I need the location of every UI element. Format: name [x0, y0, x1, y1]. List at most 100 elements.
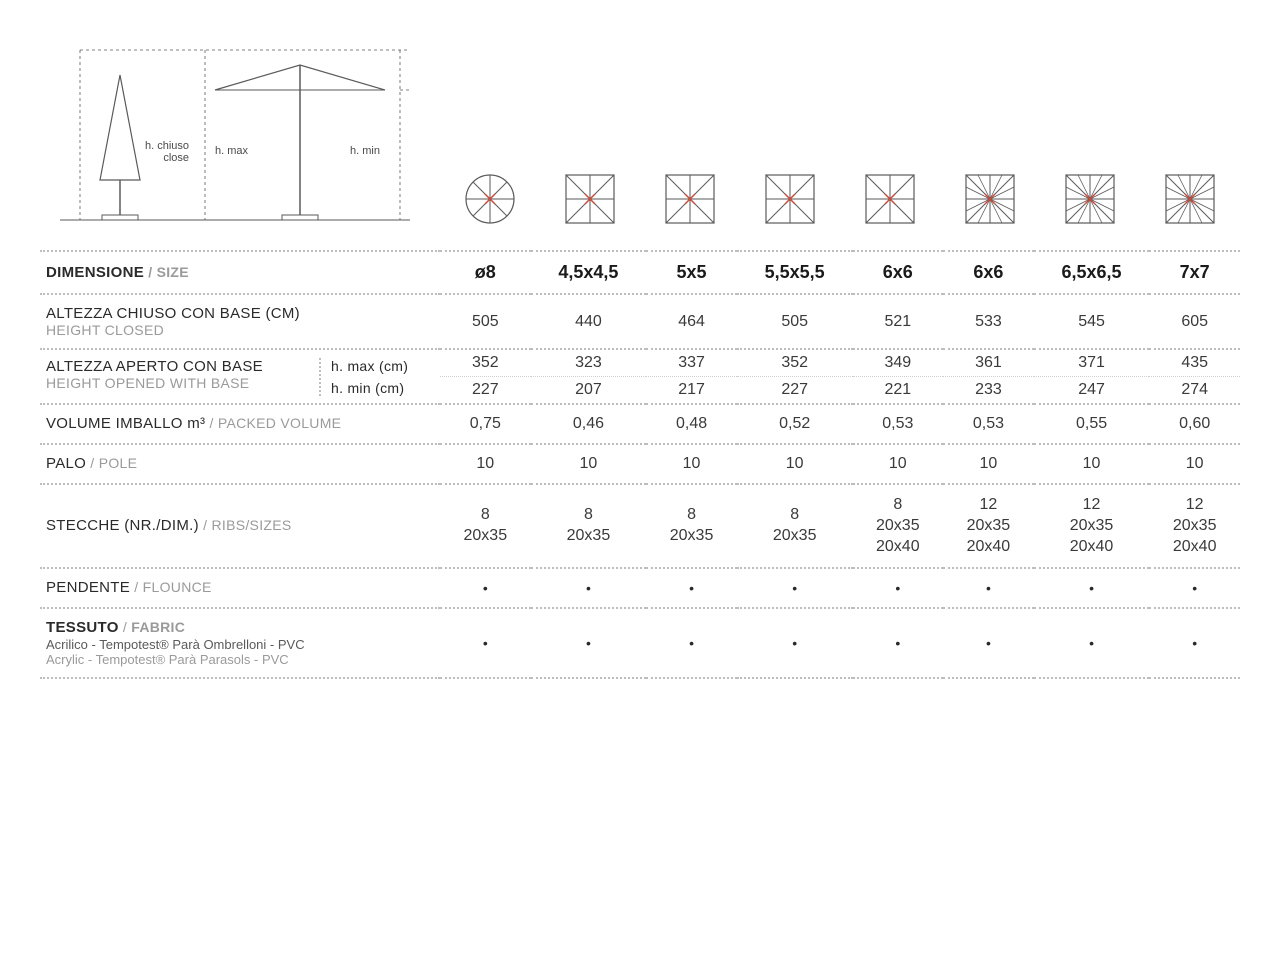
table-cell: •	[853, 568, 944, 608]
table-cell: 10	[1034, 444, 1150, 484]
table-cell: •	[440, 608, 531, 678]
label-h-min: h. min	[350, 145, 380, 157]
ribs-cell-5: 1220x3520x40	[943, 484, 1034, 568]
parasol-top-icon	[443, 173, 538, 230]
size-col-3: 5,5x5,5	[737, 251, 853, 294]
row-height-opened-max: ALTEZZA APERTO CON BASE HEIGHT OPENED WI…	[40, 349, 1240, 377]
table-cell: •	[1034, 608, 1150, 678]
parasol-top-icon	[843, 173, 938, 230]
table-cell: •	[440, 568, 531, 608]
table-cell: 10	[646, 444, 737, 484]
row-ribs: STECCHE (NR./DIM.) / RIBS/SIZES 820x35 8…	[40, 484, 1240, 568]
table-cell: 227	[737, 377, 853, 405]
parasol-top-icon	[1143, 173, 1238, 230]
table-cell: 505	[440, 294, 531, 349]
ribs-label: STECCHE (NR./DIM.) / RIBS/SIZES	[40, 484, 440, 568]
label-h-chiuso: h. chiuso close	[145, 140, 189, 164]
table-cell: •	[1149, 568, 1240, 608]
table-cell: 323	[531, 349, 647, 377]
size-col-5: 6x6	[943, 251, 1034, 294]
table-cell: 361	[943, 349, 1034, 377]
table-cell: 233	[943, 377, 1034, 405]
ribs-cell-4: 820x3520x40	[853, 484, 944, 568]
row-height-closed: ALTEZZA CHIUSO CON BASE (CM) HEIGHT CLOS…	[40, 294, 1240, 349]
size-col-7: 7x7	[1149, 251, 1240, 294]
table-cell: 0,55	[1034, 404, 1150, 444]
table-cell: •	[646, 608, 737, 678]
table-cell: 371	[1034, 349, 1150, 377]
table-cell: 440	[531, 294, 647, 349]
parasol-svg	[40, 40, 440, 240]
size-header-row: DIMENSIONE / SIZE ø8 4,5x4,5 5x5 5,5x5,5…	[40, 251, 1240, 294]
table-cell: 207	[531, 377, 647, 405]
spec-sheet: h. chiuso close h. max h. min DIMENSIONE…	[40, 40, 1240, 679]
table-cell: 545	[1034, 294, 1150, 349]
table-cell: 0,46	[531, 404, 647, 444]
parasol-top-icon	[1043, 173, 1138, 230]
table-cell: •	[1149, 608, 1240, 678]
table-cell: 533	[943, 294, 1034, 349]
ribs-cell-2: 820x35	[646, 484, 737, 568]
pole-label: PALO / POLE	[40, 444, 440, 484]
table-cell: •	[737, 608, 853, 678]
table-cell: 605	[1149, 294, 1240, 349]
table-cell: 0,60	[1149, 404, 1240, 444]
ribs-cell-7: 1220x3520x40	[1149, 484, 1240, 568]
size-label-cell: DIMENSIONE / SIZE	[40, 251, 440, 294]
flounce-label: PENDENTE / FLOUNCE	[40, 568, 440, 608]
spec-table: DIMENSIONE / SIZE ø8 4,5x4,5 5x5 5,5x5,5…	[40, 250, 1240, 679]
fabric-label: TESSUTO / FABRIC Acrilico - Tempotest® P…	[40, 608, 440, 678]
parasol-diagram: h. chiuso close h. max h. min	[40, 40, 440, 240]
table-cell: 505	[737, 294, 853, 349]
table-cell: 247	[1034, 377, 1150, 405]
table-cell: 352	[440, 349, 531, 377]
size-col-1: 4,5x4,5	[531, 251, 647, 294]
ribs-cell-0: 820x35	[440, 484, 531, 568]
table-cell: 435	[1149, 349, 1240, 377]
height-opened-label: ALTEZZA APERTO CON BASE HEIGHT OPENED WI…	[40, 349, 440, 404]
table-cell: •	[1034, 568, 1150, 608]
table-cell: 227	[440, 377, 531, 405]
table-cell: 10	[531, 444, 647, 484]
table-cell: 349	[853, 349, 944, 377]
size-col-4: 6x6	[853, 251, 944, 294]
ribs-cell-6: 1220x3520x40	[1034, 484, 1150, 568]
top-row: h. chiuso close h. max h. min	[40, 40, 1240, 240]
parasol-top-icons	[440, 173, 1240, 240]
table-cell: 0,75	[440, 404, 531, 444]
table-cell: 10	[943, 444, 1034, 484]
size-col-6: 6,5x6,5	[1034, 251, 1150, 294]
table-cell: 10	[440, 444, 531, 484]
table-cell: •	[853, 608, 944, 678]
row-pole: PALO / POLE 10 10 10 10 10 10 10 10	[40, 444, 1240, 484]
table-cell: 0,48	[646, 404, 737, 444]
table-cell: •	[646, 568, 737, 608]
table-cell: 0,52	[737, 404, 853, 444]
volume-label: VOLUME IMBALLO m³ / PACKED VOLUME	[40, 404, 440, 444]
parasol-top-icon	[943, 173, 1038, 230]
table-cell: •	[737, 568, 853, 608]
height-closed-label: ALTEZZA CHIUSO CON BASE (CM) HEIGHT CLOS…	[40, 294, 440, 349]
size-col-0: ø8	[440, 251, 531, 294]
table-cell: 464	[646, 294, 737, 349]
table-cell: •	[943, 608, 1034, 678]
table-cell: 10	[853, 444, 944, 484]
table-cell: 221	[853, 377, 944, 405]
row-flounce: PENDENTE / FLOUNCE • • • • • • • •	[40, 568, 1240, 608]
row-volume: VOLUME IMBALLO m³ / PACKED VOLUME 0,75 0…	[40, 404, 1240, 444]
ribs-cell-1: 820x35	[531, 484, 647, 568]
table-cell: 337	[646, 349, 737, 377]
table-cell: 352	[737, 349, 853, 377]
table-cell: 274	[1149, 377, 1240, 405]
label-h-max: h. max	[215, 145, 248, 157]
table-cell: 10	[737, 444, 853, 484]
parasol-top-icon	[743, 173, 838, 230]
parasol-top-icon	[543, 173, 638, 230]
parasol-top-icon	[643, 173, 738, 230]
table-cell: 521	[853, 294, 944, 349]
table-cell: •	[531, 608, 647, 678]
size-col-2: 5x5	[646, 251, 737, 294]
table-cell: 0,53	[943, 404, 1034, 444]
row-fabric: TESSUTO / FABRIC Acrilico - Tempotest® P…	[40, 608, 1240, 678]
table-cell: •	[531, 568, 647, 608]
